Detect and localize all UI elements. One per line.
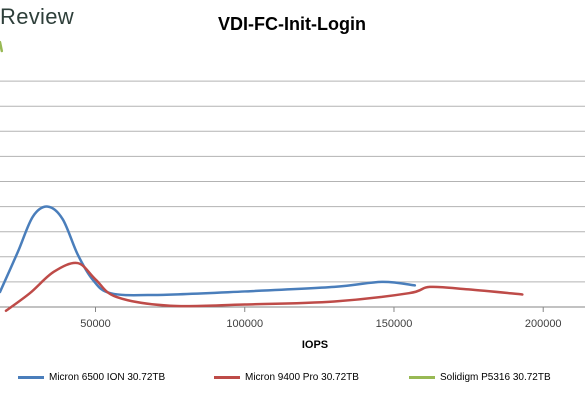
- x-tick-label: 50000: [80, 318, 111, 330]
- legend-label-solidigm-p5316: Solidigm P5316 30.72TB: [440, 372, 551, 383]
- chart-title: VDI-FC-Init-Login: [218, 14, 366, 34]
- x-tick-label: 150000: [376, 318, 413, 330]
- series-line-micron-9400: [4, 261, 524, 313]
- legend-item-solidigm-p5316: Solidigm P5316 30.72TB: [409, 372, 551, 383]
- series-line-micron-6500: [0, 205, 417, 297]
- legend-item-micron-9400: Micron 9400 Pro 30.72TB: [214, 372, 359, 383]
- x-tick-label: 200000: [525, 318, 562, 330]
- legend: Micron 6500 ION 30.72TB Micron 9400 Pro …: [0, 372, 585, 388]
- gridlines: [0, 80, 585, 308]
- x-axis-ticks: 50000 100000 150000 200000: [80, 307, 562, 330]
- x-tick-label: 100000: [226, 318, 263, 330]
- series-line-solidigm-p5316: [0, 40, 4, 53]
- legend-label-micron-6500: Micron 6500 ION 30.72TB: [49, 372, 166, 383]
- legend-item-micron-6500: Micron 6500 ION 30.72TB: [18, 372, 165, 383]
- legend-swatch-micron-9400: [214, 376, 240, 379]
- review-watermark: Review: [0, 4, 74, 29]
- series-layer: [0, 40, 524, 313]
- legend-label-micron-9400: Micron 9400 Pro 30.72TB: [245, 372, 359, 383]
- x-axis-label: IOPS: [302, 339, 328, 351]
- legend-swatch-micron-6500: [18, 376, 44, 379]
- legend-swatch-solidigm-p5316: [409, 376, 435, 379]
